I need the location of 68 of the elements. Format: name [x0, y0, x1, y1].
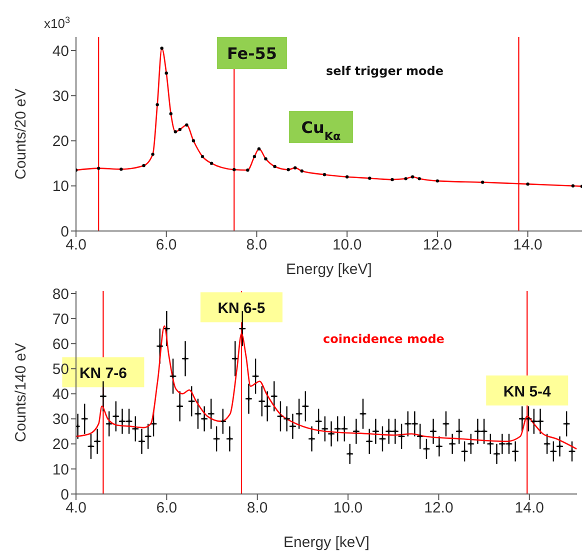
annotation: Fe-55 — [226, 44, 278, 63]
x-tick-label: 10.0 — [333, 500, 363, 517]
point — [120, 168, 123, 171]
y-tick-label: 40 — [52, 386, 69, 404]
point — [156, 103, 159, 106]
point — [232, 168, 236, 172]
point — [178, 128, 182, 132]
y-tick-label: 30 — [52, 411, 69, 428]
point — [322, 173, 326, 176]
y-tick-label: 40 — [52, 42, 69, 60]
point — [160, 46, 164, 50]
x-tick-label: 12.0 — [422, 236, 452, 254]
point — [526, 182, 530, 186]
x-tick-label: 8.0 — [246, 500, 268, 517]
x-tick-label: 14.0 — [513, 236, 542, 254]
x-axis-title: Energy [keV] — [286, 261, 372, 278]
x-tick-label: 10.0 — [332, 236, 362, 254]
y-tick-label: 80 — [52, 286, 69, 303]
point — [286, 168, 290, 172]
y-tick-label: 70 — [52, 310, 69, 328]
y-axis-title: Counts/140 eV — [12, 342, 30, 442]
y-tick-label: 20 — [52, 133, 69, 150]
x-tick-label: 6.0 — [156, 236, 177, 254]
annotation: coincidence mode — [323, 332, 444, 346]
ref-line-label: KN 5-4 — [503, 383, 552, 400]
x-tick-label: 6.0 — [156, 500, 178, 517]
annotation: self trigger mode — [326, 64, 444, 78]
point — [294, 166, 297, 170]
y-tick-label: 10 — [52, 461, 69, 478]
y-tick-label: 50 — [52, 361, 69, 378]
y-tick-label: 10 — [52, 178, 69, 196]
point — [368, 176, 372, 180]
point — [210, 162, 214, 165]
point — [169, 112, 172, 116]
x-tick-label: 12.0 — [424, 500, 454, 517]
point — [200, 154, 204, 158]
text: x10$^{3}$ — [44, 15, 70, 31]
point — [345, 175, 349, 178]
point — [174, 130, 177, 134]
y-axis-title: Counts/20 eV — [12, 88, 30, 180]
point — [300, 169, 304, 173]
point — [436, 179, 440, 183]
y-tick-label: 30 — [52, 88, 69, 105]
y-tick-label: 20 — [52, 436, 69, 454]
point — [192, 139, 196, 142]
point — [273, 164, 276, 168]
ref-line-label: KN 7-6 — [79, 365, 127, 382]
point — [185, 123, 188, 127]
point — [418, 177, 421, 180]
point — [164, 71, 168, 75]
point — [142, 164, 146, 168]
point — [246, 168, 250, 172]
annotation: Cu$_{Kα}$ — [301, 118, 342, 142]
point — [257, 147, 261, 150]
y-tick-label: 60 — [52, 336, 69, 353]
point — [264, 157, 268, 160]
point — [252, 154, 256, 158]
point — [410, 175, 414, 178]
ref-line-label: KN 6-5 — [218, 300, 266, 318]
point — [151, 152, 154, 156]
x-axis-title: Energy [keV] — [284, 534, 370, 551]
point — [96, 166, 100, 170]
point — [571, 184, 575, 188]
x-tick-label: 14.0 — [514, 500, 544, 517]
point — [404, 177, 408, 180]
point — [390, 178, 394, 182]
point — [481, 180, 484, 184]
x-tick-label: 8.0 — [246, 236, 268, 254]
